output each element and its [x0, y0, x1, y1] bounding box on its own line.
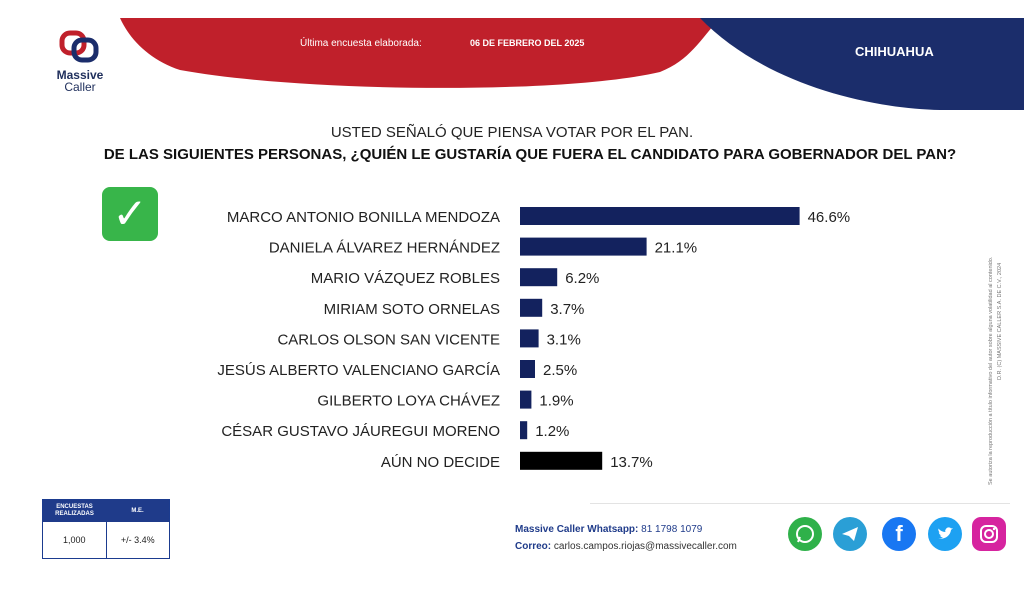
value-label: 6.2% [565, 270, 599, 287]
bar [520, 329, 539, 348]
facebook-icon[interactable]: f [882, 517, 916, 551]
instagram-icon[interactable] [972, 517, 1006, 551]
header-banner [120, 18, 1024, 110]
value-label: 46.6% [808, 209, 851, 226]
telegram-icon[interactable] [833, 517, 867, 551]
brand-line2: Caller [64, 80, 96, 94]
bar [520, 360, 535, 378]
category-label: MIRIAM SOTO ORNELAS [324, 301, 500, 318]
bar-chart: MARCO ANTONIO BONILLA MENDOZA 46.6% DANIEL… [217, 207, 851, 471]
category-label: MARIO VÁZQUEZ ROBLES [311, 270, 500, 287]
email-label: Correo: [515, 541, 552, 552]
value-label: 3.1% [547, 331, 581, 348]
bar [520, 268, 558, 287]
value-label: 21.1% [655, 240, 698, 257]
region-label: CHIHUAHUA [855, 44, 934, 59]
stats-header-surveys: ENCUESTAS REALIZADAS [55, 504, 94, 517]
category-label: AÚN NO DECIDE [381, 454, 500, 471]
category-label: CARLOS OLSON SAN VICENTE [277, 331, 500, 348]
whatsapp-label: Massive Caller Whatsapp: [515, 524, 639, 535]
massive-caller-logo: Massive Caller [40, 30, 120, 100]
contact-whatsapp: Massive Caller Whatsapp: 81 1798 1079 [515, 524, 702, 535]
category-label: JESÚS ALBERTO VALENCIANO GARCÍA [217, 362, 500, 379]
bar [520, 390, 532, 409]
side-note-line2: D.R. (C) MASSIVE CALLER S.A. DE C.V., 20… [997, 263, 1003, 380]
value-label: 3.7% [550, 301, 584, 318]
category-label: DANIELA ÁLVAREZ HERNÁNDEZ [269, 240, 500, 257]
side-note-line1: Se autoriza la reproducción a título inf… [988, 256, 994, 485]
bar [520, 298, 543, 317]
question-intro: USTED SEÑALÓ QUE PIENSA VOTAR POR EL PAN… [330, 124, 694, 141]
contact-email: Correo: carlos.campos.riojas@massivecall… [515, 541, 737, 552]
check-mark-icon: ✓ [102, 187, 158, 241]
email-value: carlos.campos.riojas@massivecaller.com [553, 541, 737, 552]
value-label: 1.2% [535, 423, 569, 440]
brand-line1: Massive [56, 68, 104, 82]
whatsapp-icon[interactable] [788, 517, 822, 551]
category-label: MARCO ANTONIO BONILLA MENDOZA [227, 209, 500, 226]
value-label: 13.7% [610, 454, 653, 471]
value-label: 2.5% [543, 362, 577, 379]
value-label: 1.9% [539, 393, 573, 410]
bar [520, 207, 800, 225]
footer-divider [590, 503, 1010, 504]
bar [520, 421, 528, 440]
question-text: DE LAS SIGUIENTES PERSONAS, ¿QUIÉN LE GU… [103, 146, 957, 163]
survey-label: Última encuesta elaborada: [300, 38, 422, 49]
copyright-note: Se autoriza la reproducción a título inf… [988, 256, 1003, 485]
stats-surveys-value: 1,000 [43, 522, 107, 558]
survey-stats-table: ENCUESTAS REALIZADAS M.E. 1,000 +/- 3.4% [42, 499, 170, 559]
stats-margin-value: +/- 3.4% [120, 535, 155, 545]
logo-mark-icon [59, 30, 99, 63]
stats-header-me: M.E. [131, 507, 144, 514]
bar [520, 451, 603, 470]
whatsapp-number: 81 1798 1079 [641, 524, 703, 535]
category-label: GILBERTO LOYA CHÁVEZ [317, 393, 500, 410]
survey-date: 06 DE FEBRERO DEL 2025 [470, 38, 585, 48]
bar [520, 237, 647, 256]
twitter-icon[interactable] [928, 517, 962, 551]
category-label: CÉSAR GUSTAVO JÁUREGUI MORENO [221, 423, 500, 440]
